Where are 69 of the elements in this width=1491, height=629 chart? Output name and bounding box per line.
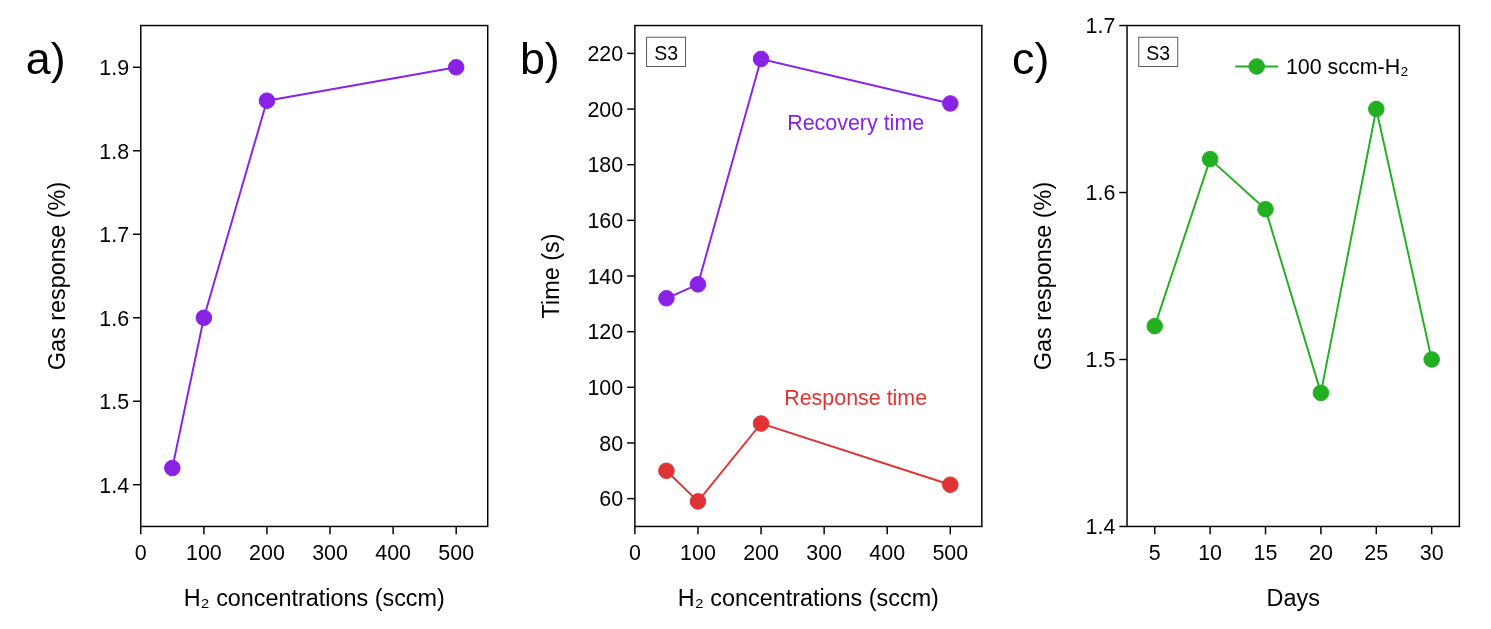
y-tick-label: 1.5 xyxy=(99,390,130,415)
x-tick-label: 200 xyxy=(743,540,779,565)
text: c) xyxy=(1012,33,1050,84)
y-tick-label: 220 xyxy=(587,42,624,67)
x-tick-label: 10 xyxy=(1198,540,1223,565)
point xyxy=(752,50,770,68)
x-tick-label: 30 xyxy=(1419,540,1444,565)
point xyxy=(752,415,770,432)
point xyxy=(942,95,959,112)
annotation: S3 xyxy=(1146,41,1171,64)
point xyxy=(1146,317,1164,335)
text: a) xyxy=(25,33,66,84)
y-tick-label: 1.5 xyxy=(1085,348,1116,373)
x-tick-label: 400 xyxy=(375,540,412,565)
y-tick-label: 1.9 xyxy=(99,56,130,81)
point xyxy=(164,459,181,477)
x-axis-title: Days xyxy=(1266,585,1320,612)
x-tick-label: 300 xyxy=(312,540,348,565)
y-tick-label: 1.6 xyxy=(99,306,130,331)
x-tick-label: 400 xyxy=(869,540,906,565)
legend-label: 100 sccm-H₂ xyxy=(1285,55,1409,80)
x-tick-label: 500 xyxy=(932,540,969,565)
y-tick-label: 200 xyxy=(587,97,624,122)
annotation: S3 xyxy=(654,41,678,64)
y-tick-label: 120 xyxy=(587,320,624,345)
x-tick-label: 500 xyxy=(438,540,475,565)
point xyxy=(942,476,959,494)
y-axis-title: Gas response (%) xyxy=(43,181,70,371)
point xyxy=(689,493,707,510)
y-tick-label: 1.7 xyxy=(99,223,130,248)
y-tick-label: 160 xyxy=(587,209,624,234)
y-tick-label: 1.8 xyxy=(99,139,130,164)
x-tick-label: 25 xyxy=(1364,540,1389,565)
x-tick-label: 300 xyxy=(806,540,843,565)
y-axis-title: Gas response (%) xyxy=(1030,181,1057,371)
y-tick-label: 1.6 xyxy=(1085,181,1116,206)
point xyxy=(658,289,675,307)
x-tick-label: 100 xyxy=(185,540,222,565)
y-tick-label: 1.7 xyxy=(1085,14,1116,39)
point xyxy=(258,92,276,109)
point xyxy=(689,276,707,293)
y-tick-label: 180 xyxy=(587,153,624,178)
point xyxy=(658,462,675,480)
text: b) xyxy=(519,33,560,84)
x-tick-label: 15 xyxy=(1253,540,1278,565)
x-tick-label: 0 xyxy=(628,540,641,565)
y-tick-label: 1.4 xyxy=(99,473,130,498)
x-tick-label: 5 xyxy=(1148,540,1161,565)
x-axis-title: H₂ concentrations (sccm) xyxy=(183,585,445,612)
point xyxy=(1312,384,1330,402)
y-tick-label: 1.4 xyxy=(1085,515,1116,540)
x-tick-label: 0 xyxy=(134,540,147,565)
x-tick-label: 100 xyxy=(680,540,716,565)
y-axis-title: Time (s) xyxy=(537,233,564,319)
point xyxy=(1201,150,1219,168)
y-tick-label: 80 xyxy=(599,431,624,456)
x-axis-title: H₂ concentrations (sccm) xyxy=(677,585,939,612)
point xyxy=(1257,200,1274,218)
point xyxy=(1368,100,1385,118)
y-tick-label: 100 xyxy=(587,376,624,401)
point xyxy=(447,59,465,76)
x-tick-label: 200 xyxy=(249,540,285,565)
point xyxy=(195,309,213,327)
series-label: Response time xyxy=(784,386,928,411)
y-tick-label: 60 xyxy=(599,487,624,512)
series-label: Recovery time xyxy=(787,110,925,135)
x-tick-label: 20 xyxy=(1308,540,1333,565)
point xyxy=(1423,351,1440,368)
y-tick-label: 140 xyxy=(587,264,624,289)
